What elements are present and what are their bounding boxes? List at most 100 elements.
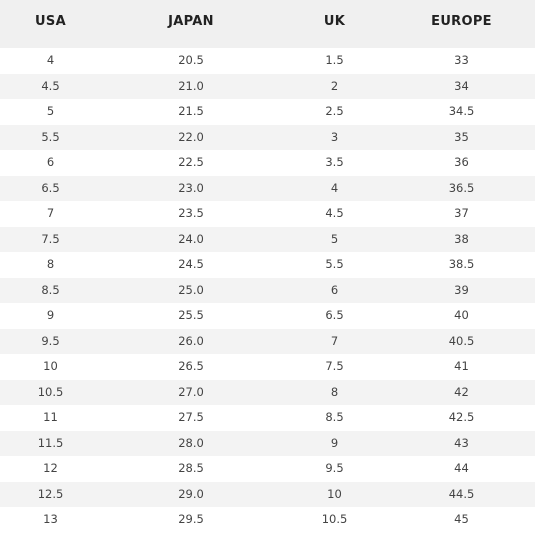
cell-usa: 10 (43, 359, 58, 373)
cell-uk: 10 (281, 481, 388, 507)
cell-japan: 28.5 (178, 461, 204, 475)
cell-usa: 4 (46, 53, 55, 67)
cell-usa: 7.5 (0, 226, 101, 252)
cell-japan: 22.5 (178, 155, 204, 169)
cell-uk: 6 (281, 277, 388, 303)
cell-japan: 22.0 (101, 124, 281, 150)
cell-europe: 42.5 (448, 410, 475, 424)
table-row: 5 21.5 2.5 34.5 (0, 99, 535, 125)
cell-europe: 44.5 (388, 481, 535, 507)
table-row: 11 27.5 8.5 42.5 (0, 405, 535, 431)
table-row: 12.5 29.0 10 44.5 (0, 481, 535, 507)
cell-uk: 6.5 (325, 308, 344, 322)
table-row: 13 29.5 10.5 45 (0, 507, 535, 533)
cell-europe: 34 (388, 73, 535, 99)
cell-japan: 20.5 (178, 53, 204, 67)
cell-uk: 5.5 (325, 257, 344, 271)
cell-usa: 12 (43, 461, 58, 475)
cell-uk: 7.5 (325, 359, 344, 373)
cell-europe: 36.5 (388, 175, 535, 201)
cell-usa: 10.5 (0, 379, 101, 405)
cell-uk: 4.5 (325, 206, 344, 220)
cell-usa: 5 (46, 104, 55, 118)
cell-europe: 33 (454, 53, 469, 67)
cell-uk: 9 (281, 430, 388, 456)
cell-uk: 8 (281, 379, 388, 405)
table-row: 11.5 28.0 9 43 (0, 430, 535, 456)
cell-japan: 28.0 (101, 430, 281, 456)
table-row: 9.5 26.0 7 40.5 (0, 328, 535, 354)
column-header-usa: USA (0, 0, 101, 48)
table-row: 7 23.5 4.5 37 (0, 201, 535, 227)
cell-japan: 25.0 (101, 277, 281, 303)
cell-usa: 9.5 (0, 328, 101, 354)
cell-japan: 21.0 (101, 73, 281, 99)
cell-europe: 38 (388, 226, 535, 252)
cell-usa: 8.5 (0, 277, 101, 303)
cell-europe: 40 (454, 308, 469, 322)
header-row: USA JAPAN UK EUROPE (0, 0, 535, 48)
cell-japan: 26.0 (101, 328, 281, 354)
cell-japan: 23.5 (178, 206, 204, 220)
cell-uk: 2.5 (325, 104, 344, 118)
table-row: 10.5 27.0 8 42 (0, 379, 535, 405)
table-row: 6 22.5 3.5 36 (0, 150, 535, 176)
table-row: 4 20.5 1.5 33 (0, 48, 535, 74)
cell-usa: 12.5 (0, 481, 101, 507)
column-header-uk: UK (281, 0, 388, 48)
cell-uk: 7 (281, 328, 388, 354)
table-row: 7.5 24.0 5 38 (0, 226, 535, 252)
table-row: 6.5 23.0 4 36.5 (0, 175, 535, 201)
cell-europe: 34.5 (448, 104, 475, 118)
cell-usa: 4.5 (0, 73, 101, 99)
cell-japan: 27.5 (178, 410, 204, 424)
cell-europe: 43 (388, 430, 535, 456)
cell-europe: 35 (388, 124, 535, 150)
table-row: 10 26.5 7.5 41 (0, 354, 535, 380)
cell-japan: 29.0 (101, 481, 281, 507)
cell-japan: 27.0 (101, 379, 281, 405)
table-row: 12 28.5 9.5 44 (0, 456, 535, 482)
column-header-europe: EUROPE (388, 0, 535, 48)
cell-europe: 42 (388, 379, 535, 405)
cell-usa: 11.5 (0, 430, 101, 456)
table-body: 4 20.5 1.5 33 4.5 21.0 2 34 5 21.5 2.5 34.5 5.5 22.0 3… (0, 48, 535, 533)
cell-usa: 11 (43, 410, 58, 424)
cell-japan: 24.5 (178, 257, 204, 271)
cell-usa: 6 (46, 155, 55, 169)
cell-japan: 24.0 (101, 226, 281, 252)
cell-uk: 4 (281, 175, 388, 201)
cell-europe: 37 (454, 206, 469, 220)
cell-usa: 6.5 (0, 175, 101, 201)
table-row: 8 24.5 5.5 38.5 (0, 252, 535, 278)
cell-europe: 39 (388, 277, 535, 303)
cell-usa: 9 (46, 308, 55, 322)
cell-usa: 13 (43, 512, 58, 526)
cell-japan: 25.5 (178, 308, 204, 322)
column-header-japan: JAPAN (101, 0, 281, 48)
cell-uk: 1.5 (325, 53, 344, 67)
cell-japan: 21.5 (178, 104, 204, 118)
cell-usa: 7 (46, 206, 55, 220)
cell-uk: 2 (281, 73, 388, 99)
cell-europe: 44 (454, 461, 469, 475)
cell-europe: 45 (454, 512, 469, 526)
cell-europe: 40.5 (388, 328, 535, 354)
cell-uk: 8.5 (325, 410, 344, 424)
cell-europe: 36 (454, 155, 469, 169)
cell-uk: 9.5 (325, 461, 344, 475)
cell-usa: 8 (46, 257, 55, 271)
cell-europe: 41 (454, 359, 469, 373)
table-row: 9 25.5 6.5 40 (0, 303, 535, 329)
cell-uk: 3 (281, 124, 388, 150)
cell-usa: 5.5 (0, 124, 101, 150)
cell-uk: 5 (281, 226, 388, 252)
cell-japan: 23.0 (101, 175, 281, 201)
table-row: 8.5 25.0 6 39 (0, 277, 535, 303)
cell-japan: 26.5 (178, 359, 204, 373)
table-header: USA JAPAN UK EUROPE (0, 0, 535, 48)
table-row: 5.5 22.0 3 35 (0, 124, 535, 150)
cell-japan: 29.5 (178, 512, 204, 526)
cell-uk: 10.5 (321, 512, 348, 526)
